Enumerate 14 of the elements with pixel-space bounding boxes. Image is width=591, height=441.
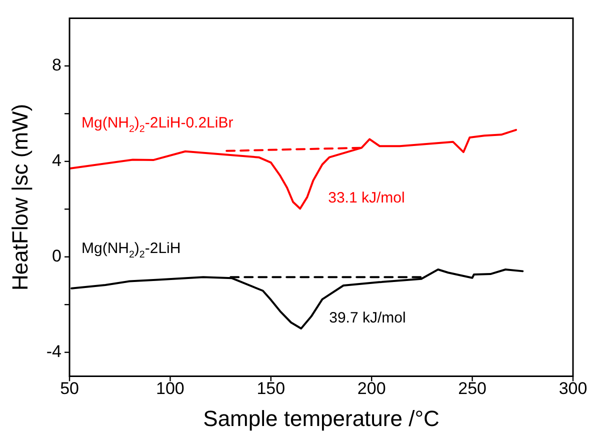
x-tick-label: 150 bbox=[256, 379, 286, 398]
y-tick-label: 0 bbox=[52, 246, 62, 266]
y-axis-title: HeatFlow |sc (mW) bbox=[7, 104, 32, 291]
x-tick-label: 300 bbox=[558, 379, 588, 398]
annotation: 39.7 kJ/mol bbox=[329, 309, 406, 326]
y-tick-label: -4 bbox=[46, 342, 62, 362]
x-tick-label: 250 bbox=[458, 379, 486, 398]
x-axis-title: Sample temperature /°C bbox=[203, 406, 440, 431]
x-tick-label: 200 bbox=[357, 379, 386, 398]
x-tick-label: 50 bbox=[60, 379, 79, 398]
y-tick-label: 4 bbox=[52, 151, 62, 170]
annotation: 33.1 kJ/mol bbox=[328, 190, 405, 207]
y-tick-label: 8 bbox=[52, 56, 62, 75]
x-tick-label: 100 bbox=[156, 379, 184, 398]
